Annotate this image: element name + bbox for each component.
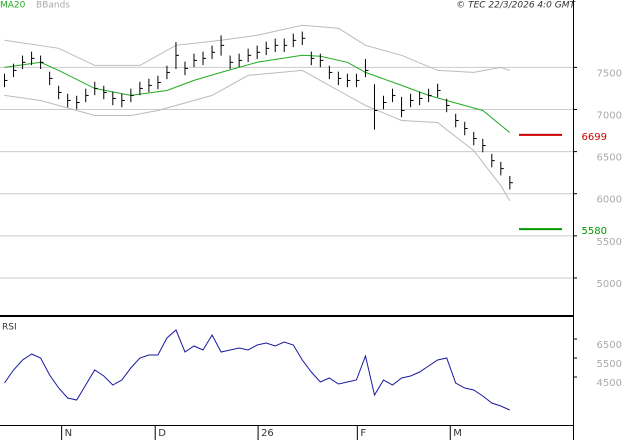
x-tick-label: D bbox=[158, 428, 166, 439]
level-label: 6699 bbox=[582, 132, 607, 143]
copyright: © TEC 22/3/2026 4:0 GMT bbox=[456, 1, 576, 11]
y-tick-label: 6500 bbox=[597, 340, 622, 351]
y-tick-label: 7500 bbox=[597, 68, 622, 79]
x-tick-label: 26 bbox=[261, 428, 274, 439]
y-tick-label: 4500 bbox=[597, 378, 622, 389]
indicator-line bbox=[4, 24, 510, 73]
rsi-line bbox=[4, 329, 511, 411]
y-tick-label: 5500 bbox=[597, 237, 622, 248]
indicator-line bbox=[4, 54, 511, 133]
indicator-line bbox=[4, 69, 511, 201]
y-tick-label: 6500 bbox=[597, 153, 622, 164]
x-tick-label: M bbox=[453, 428, 462, 439]
y-tick-label: 7000 bbox=[597, 110, 622, 121]
legend-ma20: MA20 bbox=[0, 1, 26, 11]
y-tick-label: 6000 bbox=[597, 195, 622, 206]
y-tick-label: 5500 bbox=[597, 359, 622, 370]
legend-bbands: BBands bbox=[36, 1, 70, 11]
x-tick-label: N bbox=[65, 428, 72, 439]
rsi-title: RSI bbox=[2, 323, 17, 333]
x-tick-label: F bbox=[360, 428, 366, 439]
y-tick-label: 5000 bbox=[597, 279, 622, 290]
level-label: 5580 bbox=[582, 226, 607, 237]
